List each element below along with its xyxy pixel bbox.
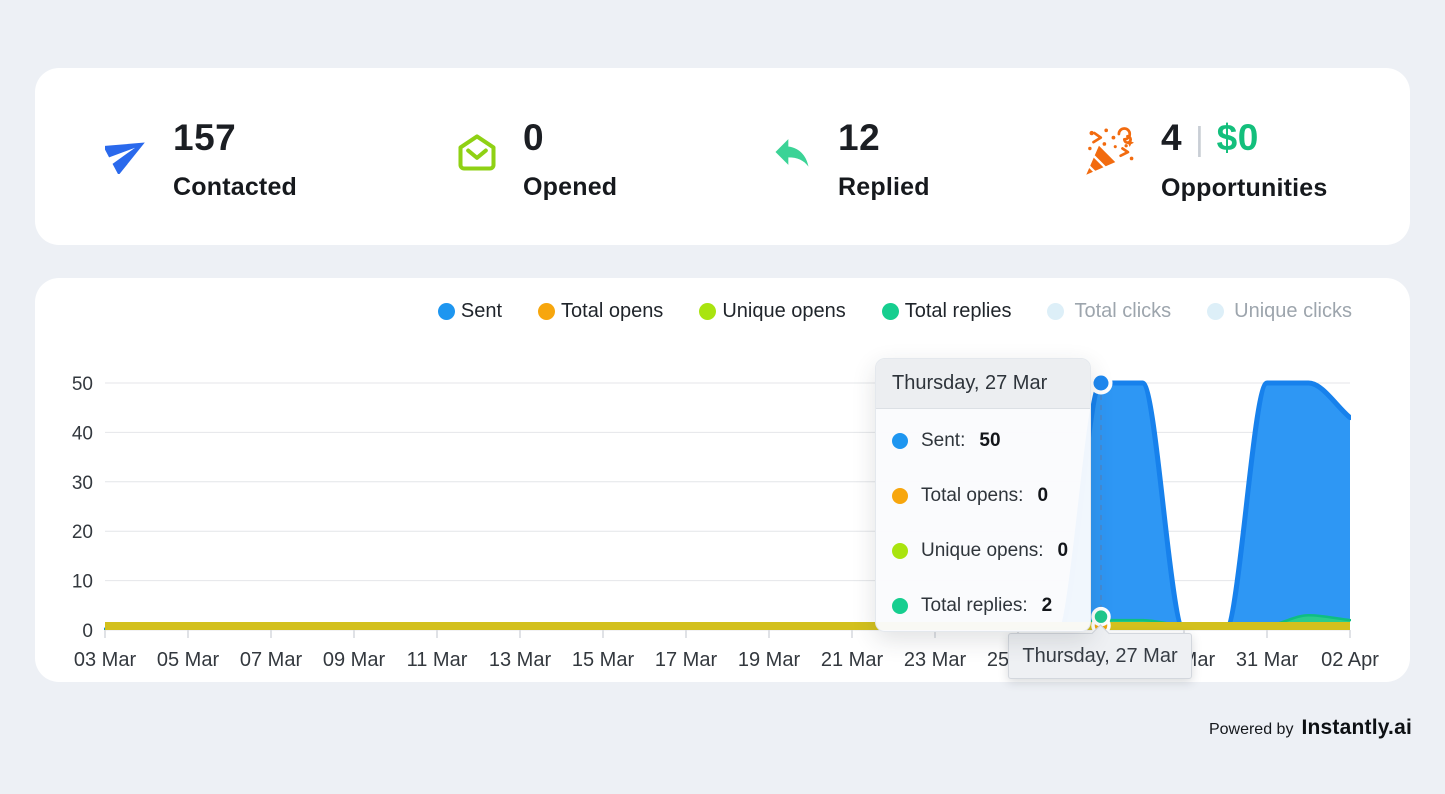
- tooltip-row-label: Unique opens:: [921, 540, 1044, 561]
- chart-tooltip: Thursday, 27 Mar Sent: 50 Total opens: 0…: [875, 358, 1091, 632]
- contacted-label: Contacted: [173, 173, 298, 201]
- svg-text:21 Mar: 21 Mar: [821, 649, 884, 671]
- tooltip-row-label: Total opens:: [921, 485, 1024, 506]
- svg-text:02 Apr: 02 Apr: [1321, 649, 1379, 671]
- opened-label: Opened: [523, 173, 618, 201]
- party-popper-icon: [1079, 124, 1137, 182]
- unique-opens-dot-icon: [892, 543, 908, 559]
- legend-label: Total clicks: [1074, 300, 1172, 322]
- sent-dot-icon: [892, 433, 908, 449]
- tooltip-row-label: Total replies:: [921, 595, 1028, 616]
- tooltip-row-value: 0: [1037, 485, 1049, 506]
- replied-value: 12: [838, 117, 881, 158]
- legend-item-total-clicks[interactable]: Total clicks: [1047, 300, 1171, 323]
- svg-text:10: 10: [72, 572, 93, 593]
- svg-text:07 Mar: 07 Mar: [240, 649, 303, 671]
- total-opens-dot-icon: [892, 488, 908, 504]
- total-replies-dot-icon: [892, 598, 908, 614]
- powered-by-text: Powered by: [1208, 721, 1294, 738]
- svg-text:19 Mar: 19 Mar: [738, 649, 801, 671]
- tooltip-row-label: Sent:: [921, 430, 966, 451]
- svg-text:31 Mar: 31 Mar: [1236, 649, 1299, 671]
- total-clicks-dot-icon: [1047, 303, 1065, 320]
- total-replies-dot-icon: [881, 303, 899, 320]
- contacted-value: 157: [173, 117, 237, 158]
- instantly-brand-link[interactable]: Instantly.ai: [1301, 716, 1412, 739]
- svg-text:09 Mar: 09 Mar: [323, 649, 386, 671]
- opportunities-amount: $0: [1216, 117, 1259, 158]
- chart-card: Sent Total opens Unique opens Total repl…: [35, 278, 1410, 682]
- axis-tooltip-label: Thursday, 27 Mar: [1022, 644, 1178, 667]
- svg-text:40: 40: [72, 423, 93, 444]
- svg-text:17 Mar: 17 Mar: [655, 649, 718, 671]
- opportunities-count: 4: [1161, 117, 1183, 158]
- legend-label: Sent: [460, 300, 503, 322]
- tooltip-row-total-replies: Total replies: 2: [892, 595, 1074, 617]
- legend-item-total-replies[interactable]: Total replies: [881, 300, 1012, 323]
- tooltip-row-unique-opens: Unique opens: 0: [892, 540, 1074, 562]
- svg-text:03 Mar: 03 Mar: [74, 649, 137, 671]
- unique-clicks-dot-icon: [1207, 303, 1225, 320]
- legend-item-sent[interactable]: Sent: [437, 300, 503, 323]
- tooltip-row-sent: Sent: 50: [892, 430, 1074, 452]
- legend-item-total-opens[interactable]: Total opens: [538, 300, 663, 323]
- legend-label: Total opens: [561, 300, 664, 322]
- value-divider: |: [1195, 120, 1204, 157]
- svg-text:05 Mar: 05 Mar: [157, 649, 220, 671]
- envelope-open-icon: [455, 130, 499, 174]
- tooltip-row-value: 0: [1057, 540, 1069, 561]
- svg-text:13 Mar: 13 Mar: [489, 649, 552, 671]
- svg-text:0: 0: [82, 621, 93, 642]
- opened-value: 0: [523, 117, 545, 158]
- opportunities-label: Opportunities: [1161, 174, 1328, 202]
- reply-arrow-icon: [770, 130, 814, 174]
- svg-text:15 Mar: 15 Mar: [572, 649, 635, 671]
- tooltip-title: Thursday, 27 Mar: [876, 359, 1090, 409]
- svg-text:11 Mar: 11 Mar: [407, 649, 468, 671]
- stat-opportunities: 4 | $0 Opportunities: [1079, 118, 1327, 203]
- stats-card: 157 Contacted 0 Opened 12 Replied: [35, 68, 1410, 245]
- total-opens-dot-icon: [538, 303, 556, 320]
- legend-item-unique-clicks[interactable]: Unique clicks: [1207, 300, 1352, 323]
- legend-label: Unique opens: [722, 300, 846, 322]
- unique-opens-dot-icon: [699, 303, 717, 320]
- replied-label: Replied: [838, 173, 930, 201]
- svg-text:20: 20: [72, 522, 93, 543]
- legend-label: Total replies: [904, 300, 1012, 322]
- svg-text:23 Mar: 23 Mar: [904, 649, 967, 671]
- stat-opened: 0 Opened: [455, 118, 617, 202]
- stat-contacted: 157 Contacted: [105, 118, 297, 202]
- sent-dot-icon: [437, 303, 455, 320]
- legend-label: Unique clicks: [1234, 300, 1352, 322]
- tooltip-row-value: 2: [1041, 595, 1053, 616]
- legend-item-unique-opens[interactable]: Unique opens: [699, 300, 846, 323]
- tooltip-row-value: 50: [979, 430, 1001, 451]
- tooltip-row-total-opens: Total opens: 0: [892, 485, 1074, 507]
- powered-by-footer: Powered by Instantly.ai: [1209, 716, 1412, 740]
- chart-legend: Sent Total opens Unique opens Total repl…: [35, 300, 1352, 323]
- stat-replied: 12 Replied: [770, 118, 930, 202]
- svg-text:30: 30: [72, 473, 93, 494]
- paper-plane-icon: [105, 130, 149, 174]
- svg-text:50: 50: [72, 374, 93, 395]
- x-axis-hover-tooltip: Thursday, 27 Mar: [1008, 633, 1192, 679]
